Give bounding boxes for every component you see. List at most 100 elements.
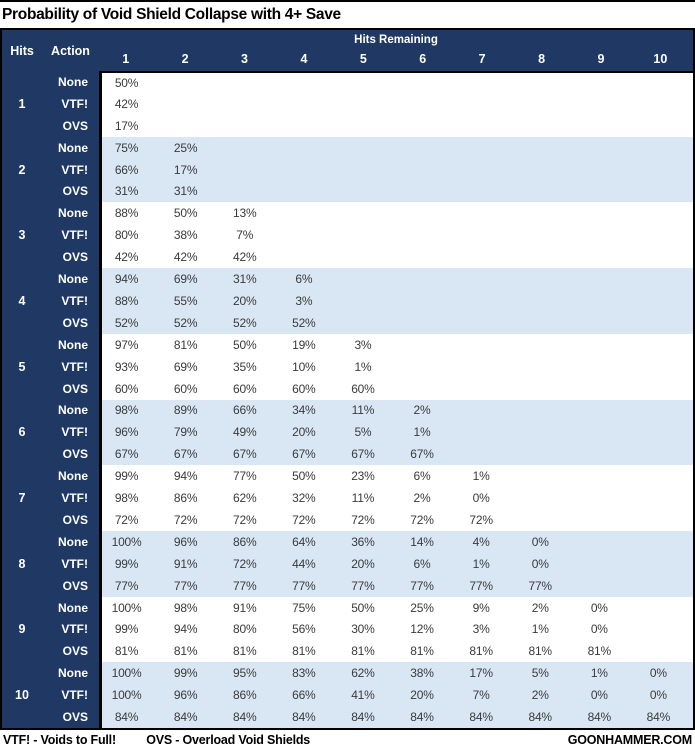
table-row: None 100% 96% 86% 64% 36% 14% 4% 0% bbox=[42, 530, 693, 553]
table-row: VTF! 42% bbox=[42, 92, 693, 115]
value-cell: 6% bbox=[413, 556, 431, 571]
table-row: VTF! 100% 96% 86% 66% 41% 20% 7% 2% 0% 0% bbox=[42, 684, 693, 707]
action-label: VTF! bbox=[61, 688, 88, 703]
group-rows: None 99% 94% 77% 50% 23% 6% 1% VTF! 98% 86% 62% 32% 1… bbox=[42, 465, 693, 531]
value-cell bbox=[516, 159, 575, 181]
value-cell: 42% bbox=[173, 250, 198, 265]
table-body: 1 None 50% VTF! 42% OVS 17% 2 None 75% 25% VTF! 66% 1… bbox=[2, 71, 693, 729]
value-cell bbox=[338, 159, 397, 181]
value-cell: 23% bbox=[351, 469, 375, 484]
values-row: 67% 67% 67% 67% 67% 67% bbox=[99, 443, 693, 466]
table-row: OVS 31% 31% bbox=[42, 180, 693, 203]
value-cell bbox=[220, 93, 279, 115]
value-cell: 3% bbox=[354, 337, 372, 352]
values-row: 52% 52% 52% 52% bbox=[99, 311, 693, 334]
value-cell: 67% bbox=[114, 447, 139, 462]
table-row: OVS 60% 60% 60% 60% 60% bbox=[42, 377, 693, 400]
table-row: None 50% bbox=[42, 71, 693, 93]
value-cell bbox=[634, 575, 693, 597]
value-cell bbox=[634, 619, 693, 641]
value-cell: 30% bbox=[351, 622, 375, 637]
value-cell: 67% bbox=[410, 447, 434, 462]
value-cell bbox=[397, 181, 456, 203]
value-cell: 69% bbox=[173, 359, 198, 374]
value-cell bbox=[634, 224, 693, 246]
table-row: None 75% 25% bbox=[42, 136, 693, 159]
col-header-4: 4 bbox=[300, 51, 308, 66]
value-cell bbox=[634, 553, 693, 575]
value-cell: 77% bbox=[528, 578, 552, 593]
table-row: OVS 67% 67% 67% 67% 67% 67% bbox=[42, 443, 693, 466]
value-cell bbox=[279, 137, 338, 159]
value-cell bbox=[161, 93, 220, 115]
value-cell: 25% bbox=[173, 140, 198, 155]
values-row: 75% 25% bbox=[99, 136, 693, 159]
value-cell: 99% bbox=[114, 469, 139, 484]
value-cell bbox=[575, 137, 634, 159]
value-cell: 25% bbox=[410, 600, 434, 615]
table-row: OVS 84% 84% 84% 84% 84% 84% 84% 84% 84% 84% bbox=[42, 706, 693, 729]
value-cell: 80% bbox=[233, 622, 257, 637]
value-cell: 1% bbox=[472, 469, 490, 484]
values-row: 66% 17% bbox=[99, 158, 693, 181]
value-cell bbox=[397, 378, 456, 400]
value-cell: 20% bbox=[351, 556, 375, 571]
value-cell bbox=[575, 378, 634, 400]
value-cell: 72% bbox=[292, 512, 316, 527]
value-cell: 72% bbox=[173, 512, 198, 527]
value-cell: 50% bbox=[233, 337, 257, 352]
value-cell bbox=[634, 400, 693, 422]
value-cell bbox=[634, 290, 693, 312]
value-cell: 42% bbox=[114, 96, 139, 111]
value-cell bbox=[634, 531, 693, 553]
values-row: 100% 96% 86% 64% 36% 14% 4% 0% bbox=[99, 530, 693, 553]
value-cell bbox=[338, 93, 397, 115]
value-cell bbox=[575, 443, 634, 465]
value-cell: 14% bbox=[410, 534, 434, 549]
value-cell: 60% bbox=[173, 381, 198, 396]
values-row: 84% 84% 84% 84% 84% 84% 84% 84% 84% 84% bbox=[99, 706, 693, 729]
values-row: 99% 94% 77% 50% 23% 6% 1% bbox=[99, 465, 693, 488]
action-label: None bbox=[58, 140, 88, 155]
table-row: None 100% 98% 91% 75% 50% 25% 9% 2% 0% bbox=[42, 596, 693, 619]
value-cell: 41% bbox=[351, 688, 375, 703]
value-cell: 36% bbox=[351, 534, 375, 549]
value-cell: 77% bbox=[173, 578, 198, 593]
value-cell bbox=[457, 443, 516, 465]
value-cell bbox=[634, 509, 693, 531]
value-cell: 84% bbox=[292, 710, 316, 725]
hits-label: 2 bbox=[18, 162, 26, 177]
value-cell bbox=[457, 224, 516, 246]
action-label: VTF! bbox=[61, 293, 88, 308]
value-cell: 6% bbox=[295, 272, 313, 287]
site-credit: GOONHAMMER.COM bbox=[567, 733, 692, 747]
value-cell bbox=[575, 159, 634, 181]
value-cell bbox=[634, 378, 693, 400]
value-cell: 60% bbox=[351, 381, 375, 396]
value-cell bbox=[575, 465, 634, 487]
table-row: None 100% 99% 95% 83% 62% 38% 17% 5% 1% 0% bbox=[42, 662, 693, 685]
value-cell bbox=[279, 246, 338, 268]
value-cell: 86% bbox=[233, 688, 257, 703]
value-cell: 77% bbox=[292, 578, 316, 593]
table-row: OVS 52% 52% 52% 52% bbox=[42, 311, 693, 334]
action-label: None bbox=[58, 337, 88, 352]
value-cell bbox=[575, 575, 634, 597]
value-cell bbox=[457, 334, 516, 356]
header-corner: Hits Action bbox=[2, 30, 99, 71]
value-cell: 5% bbox=[354, 425, 372, 440]
action-label: VTF! bbox=[61, 162, 88, 177]
value-cell: 0% bbox=[590, 600, 608, 615]
table-row: OVS 42% 42% 42% bbox=[42, 246, 693, 269]
value-cell bbox=[516, 312, 575, 334]
value-cell: 42% bbox=[114, 250, 139, 265]
value-cell: 97% bbox=[114, 337, 139, 352]
value-cell bbox=[397, 115, 456, 137]
value-cell: 77% bbox=[469, 578, 493, 593]
value-cell: 99% bbox=[114, 622, 139, 637]
hits-group-1: 1 None 50% VTF! 42% OVS 17% bbox=[2, 71, 693, 137]
value-cell: 5% bbox=[531, 666, 549, 681]
value-cell: 31% bbox=[173, 184, 198, 199]
value-cell bbox=[397, 73, 456, 93]
values-row: 77% 77% 77% 77% 77% 77% 77% 77% bbox=[99, 574, 693, 597]
